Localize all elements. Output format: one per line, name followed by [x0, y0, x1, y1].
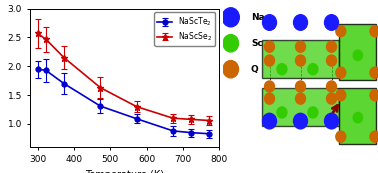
Circle shape: [327, 55, 336, 66]
Y-axis label: $k_{tot}$ (Wm$^{-1}$K$^{-1}$): $k_{tot}$ (Wm$^{-1}$K$^{-1}$): [0, 44, 2, 112]
FancyBboxPatch shape: [262, 88, 339, 126]
Circle shape: [370, 131, 378, 142]
Circle shape: [296, 81, 305, 92]
Circle shape: [353, 112, 363, 123]
Legend: NaScTe$_2$, NaScSe$_2$: NaScTe$_2$, NaScSe$_2$: [154, 12, 215, 46]
Circle shape: [265, 81, 274, 92]
Circle shape: [294, 113, 307, 129]
Circle shape: [353, 50, 363, 61]
Circle shape: [263, 113, 276, 129]
FancyBboxPatch shape: [339, 24, 376, 80]
Circle shape: [296, 93, 305, 104]
Circle shape: [265, 93, 274, 104]
Circle shape: [308, 107, 318, 118]
Circle shape: [277, 64, 287, 75]
Circle shape: [308, 64, 318, 75]
Circle shape: [370, 67, 378, 78]
Circle shape: [265, 55, 274, 66]
Circle shape: [327, 93, 336, 104]
Circle shape: [296, 55, 305, 66]
Circle shape: [327, 41, 336, 52]
Circle shape: [336, 131, 346, 142]
Text: Q: Q: [251, 65, 259, 74]
Circle shape: [325, 15, 338, 30]
Circle shape: [325, 113, 338, 129]
Circle shape: [327, 81, 336, 92]
Circle shape: [296, 41, 305, 52]
FancyBboxPatch shape: [262, 40, 339, 78]
X-axis label: Temperature (K): Temperature (K): [85, 170, 164, 173]
Circle shape: [336, 90, 346, 101]
Circle shape: [370, 90, 378, 101]
Text: Sc: Sc: [251, 39, 263, 48]
Circle shape: [223, 61, 239, 78]
Circle shape: [336, 67, 346, 78]
Circle shape: [263, 15, 276, 30]
Circle shape: [223, 35, 239, 52]
Circle shape: [294, 15, 307, 30]
Circle shape: [336, 26, 346, 37]
Circle shape: [265, 41, 274, 52]
Circle shape: [222, 8, 239, 27]
Circle shape: [277, 107, 287, 118]
Text: Na: Na: [251, 13, 265, 22]
Circle shape: [370, 26, 378, 37]
FancyBboxPatch shape: [339, 88, 376, 144]
